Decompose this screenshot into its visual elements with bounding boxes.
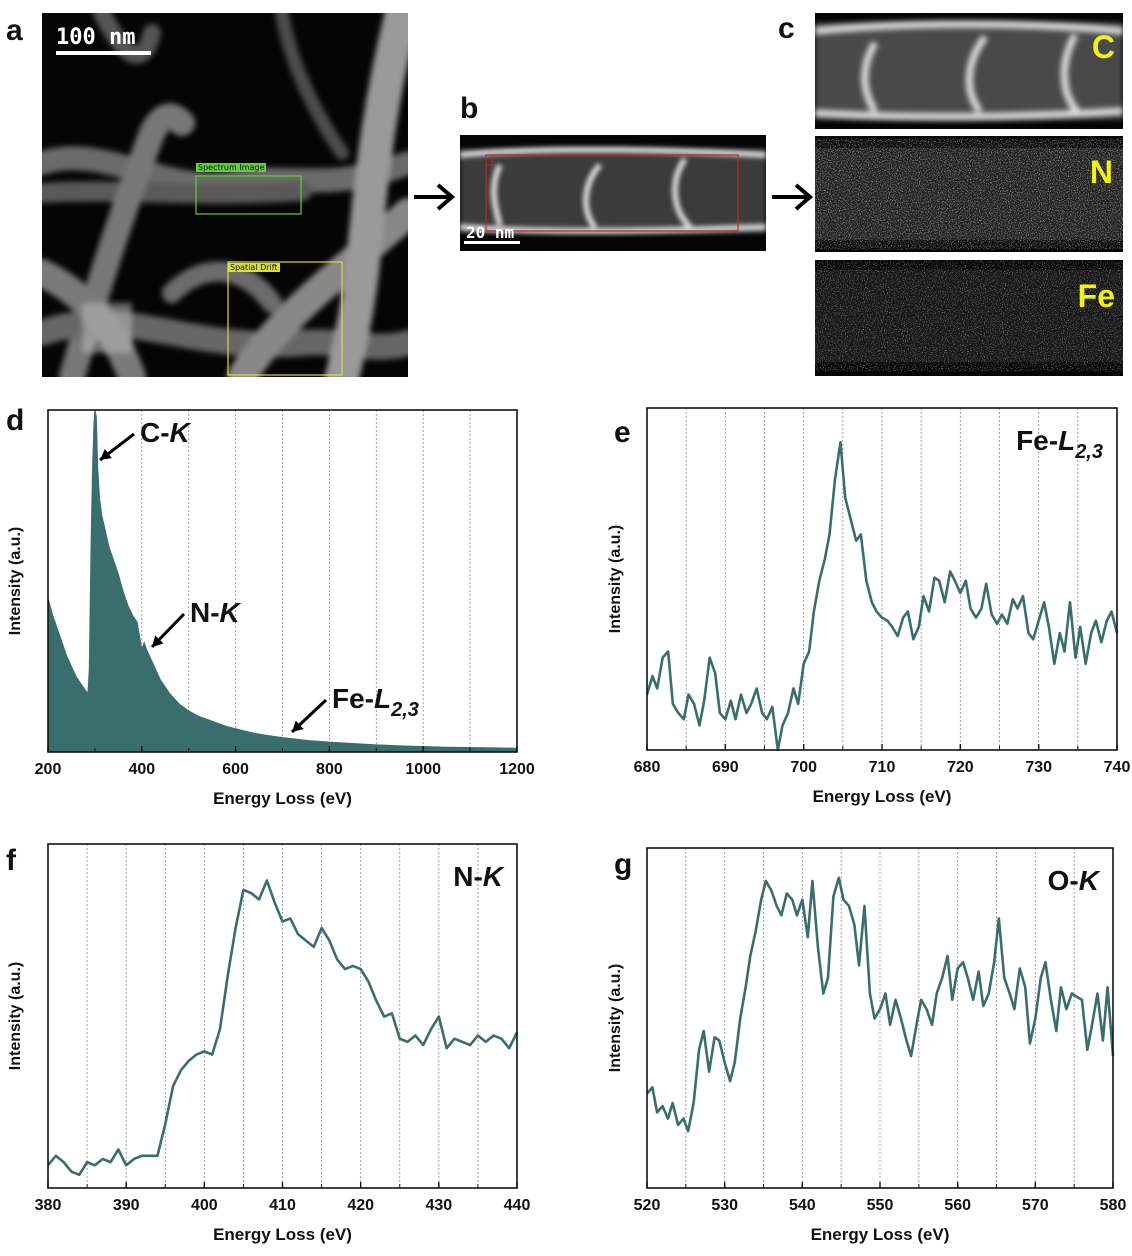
- spectrum-image-region: 20 nm: [460, 135, 766, 251]
- edge-title-italic: K: [483, 861, 505, 892]
- spectrum-line: [646, 876, 1115, 1133]
- element-map-fe: Fe: [815, 260, 1123, 376]
- annotation-label: N-K: [190, 597, 242, 628]
- x-tick-label: 400: [128, 761, 155, 778]
- edge-title: O-K: [1048, 865, 1101, 896]
- x-tick-label: 720: [947, 759, 974, 776]
- roi-spectrum-tag: Spectrum Image: [196, 163, 267, 172]
- eels-survey-spectrum-chart: 200 400 600 800 1000 1200 Energy Loss (eV) Inte…: [6, 404, 535, 808]
- x-tick-label: 380: [35, 1197, 62, 1214]
- nitrogen-map-graphic: [815, 148, 1123, 240]
- roi-drift-tag: Spatial Drift: [228, 263, 280, 272]
- annotation-label-italic: L: [374, 683, 391, 714]
- panel-label-a: a: [6, 14, 23, 47]
- spectrum-area: [47, 409, 518, 753]
- annotation-label-italic: K: [170, 417, 192, 448]
- panel-label-c: c: [778, 12, 795, 45]
- annotation-label-text: N-: [190, 597, 220, 628]
- edge-title-text: N-: [453, 861, 483, 892]
- x-tick-label: 540: [789, 1197, 816, 1214]
- x-tick-label: 680: [634, 759, 661, 776]
- x-tick-label: 420: [347, 1197, 374, 1214]
- y-axis-label: Intensity (a.u.): [607, 964, 624, 1072]
- x-tick-label: 570: [1022, 1197, 1049, 1214]
- roi-spectrum-image: [195, 175, 302, 215]
- n-k-edge-chart: 380 390 400 410 420 430 440 Energy Loss (eV) Int…: [6, 843, 531, 1244]
- spectrum-line: [46, 879, 519, 1177]
- scale-bar-label-a: 100 nm: [56, 25, 136, 50]
- x-tick-label: 740: [1104, 759, 1131, 776]
- x-axis-label: Energy Loss (eV): [813, 787, 952, 806]
- annotation-arrowhead: [152, 635, 164, 647]
- annotation-label-sub: 2,3: [390, 699, 419, 721]
- edge-title: Fe-L2,3: [1016, 425, 1103, 463]
- scale-bar-label-b: 20 nm: [466, 223, 515, 242]
- annotation-arrowhead: [100, 449, 112, 460]
- y-axis-label: Intensity (a.u.): [607, 525, 624, 633]
- edge-title-italic: L: [1058, 425, 1075, 456]
- element-map-n: N: [815, 136, 1123, 252]
- panel-label-d: d: [6, 404, 24, 437]
- annotation-label: C-K: [140, 417, 192, 448]
- x-tick-label: 730: [1025, 759, 1052, 776]
- stem-overview-image: 100 nm Spectrum Image Spatial Drift: [42, 13, 408, 377]
- roi-spatial-drift: [227, 261, 343, 376]
- x-tick-label: 550: [867, 1197, 894, 1214]
- x-tick-label: 700: [790, 759, 817, 776]
- x-tick-label: 440: [504, 1197, 531, 1214]
- panel-label-g: g: [614, 848, 632, 881]
- annotation-label-italic: K: [220, 597, 242, 628]
- edge-title-text: Fe-: [1016, 425, 1058, 456]
- element-map-c: C: [815, 13, 1123, 129]
- x-tick-label: 430: [425, 1197, 452, 1214]
- x-axis-label: Energy Loss (eV): [213, 1225, 352, 1244]
- x-tick-label: 1200: [499, 761, 535, 778]
- nanotube-closeup-graphic: [460, 146, 766, 244]
- x-tick-label: 520: [634, 1197, 661, 1214]
- x-tick-label: 390: [113, 1197, 140, 1214]
- arrow-right-icon: [772, 183, 814, 211]
- x-axis-label: Energy Loss (eV): [213, 789, 352, 808]
- x-tick-label: 600: [222, 761, 249, 778]
- panel-label-e: e: [614, 416, 631, 449]
- annotation-arrowhead: [292, 720, 304, 732]
- x-tick-label: 200: [35, 761, 62, 778]
- annotation-label: Fe-L2,3: [332, 683, 419, 721]
- x-tick-label: 530: [711, 1197, 738, 1214]
- nanotube-overview-graphic: [42, 13, 408, 377]
- annotation-label-text: Fe-: [332, 683, 374, 714]
- x-tick-label: 560: [944, 1197, 971, 1214]
- y-axis-label: Intensity (a.u.): [7, 527, 24, 635]
- y-axis-label: Intensity (a.u.): [7, 962, 24, 1070]
- x-tick-label: 580: [1100, 1197, 1127, 1214]
- x-axis-label: Energy Loss (eV): [811, 1225, 950, 1244]
- edge-title-sub: 2,3: [1074, 441, 1103, 463]
- x-tick-label: 690: [712, 759, 739, 776]
- edge-title-italic: K: [1079, 865, 1101, 896]
- map-label-iron: Fe: [1077, 278, 1115, 314]
- panel-label-f: f: [6, 844, 17, 877]
- o-k-edge-chart: 520 530 540 550 560 570 580 Energy Loss (eV) Int…: [607, 847, 1127, 1244]
- panel-label-b: b: [460, 92, 479, 125]
- x-tick-label: 710: [869, 759, 896, 776]
- spectrum-line: [645, 440, 1119, 752]
- iron-map-graphic: [815, 270, 1123, 362]
- arrow-right-icon: [414, 183, 456, 211]
- annotation-label-text: C-: [140, 417, 170, 448]
- x-tick-label: 1000: [405, 761, 441, 778]
- x-tick-label: 800: [316, 761, 343, 778]
- map-label-nitrogen: N: [1089, 154, 1113, 190]
- x-tick-label: 410: [269, 1197, 296, 1214]
- carbon-map-graphic: [815, 20, 1123, 121]
- map-label-carbon: C: [1091, 29, 1115, 65]
- fe-l23-edge-chart: 680 690 700 710 720 730 740 Energy Loss (eV) Int…: [607, 407, 1131, 806]
- x-tick-label: 400: [191, 1197, 218, 1214]
- edge-title-text: O-: [1048, 865, 1079, 896]
- edge-title: N-K: [453, 861, 505, 892]
